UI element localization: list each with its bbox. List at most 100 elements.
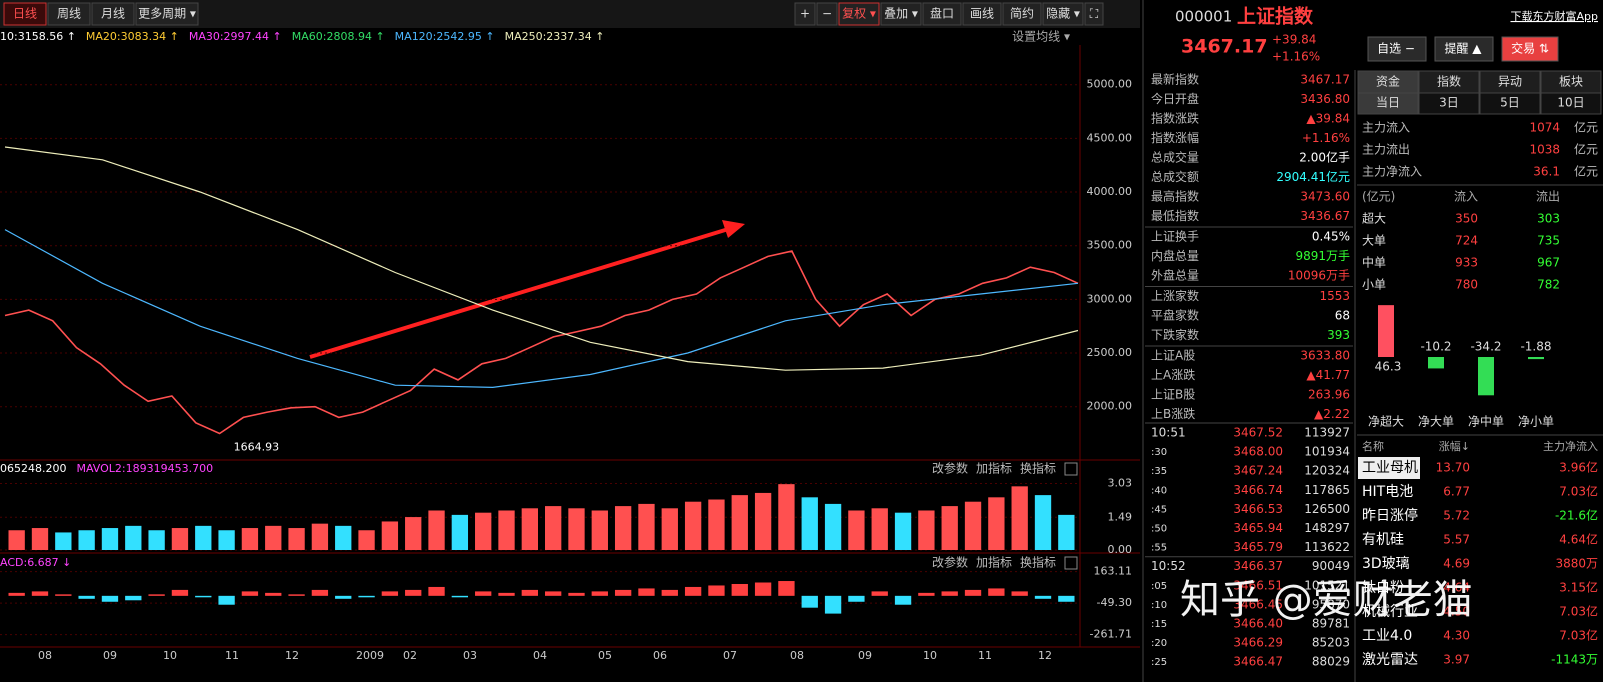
- quote-label: 上证换手: [1151, 230, 1199, 244]
- indicator-control[interactable]: 加指标: [976, 461, 1012, 476]
- period-tab-label[interactable]: 月线: [101, 7, 125, 21]
- indicator-control[interactable]: 换指标: [1020, 461, 1056, 476]
- tool-button[interactable]: [838, 2, 880, 26]
- action-button[interactable]: [1367, 36, 1427, 62]
- x-tick-label: 11: [978, 649, 992, 662]
- tick-price: 3465.79: [1233, 540, 1283, 554]
- tick-time: :20: [1151, 638, 1167, 649]
- sector-change: 4.50: [1443, 605, 1470, 619]
- tick-price: 3466.74: [1233, 483, 1283, 497]
- tool-button[interactable]: [922, 2, 962, 26]
- fund-tab-label[interactable]: 板块: [1559, 75, 1583, 89]
- tool-button[interactable]: [794, 2, 816, 26]
- action-button[interactable]: [1434, 36, 1494, 62]
- tick-price: 3468.00: [1233, 445, 1283, 459]
- price-change: +39.84: [1272, 33, 1316, 47]
- bar: [684, 501, 702, 550]
- period-tab-label[interactable]: 更多周期 ▾: [138, 7, 196, 21]
- y-tick-label: 3500.00: [1087, 239, 1133, 252]
- sector-name[interactable]: 激光雷达: [1362, 651, 1418, 668]
- tool-button-label[interactable]: 复权 ▾: [842, 7, 876, 21]
- period-tab-label[interactable]: 日线: [13, 7, 37, 21]
- flow-label: 主力流入: [1362, 121, 1410, 135]
- bar: [778, 581, 795, 596]
- period-tab[interactable]: [1418, 92, 1480, 115]
- sector-name[interactable]: 有机硅: [1362, 532, 1404, 548]
- period-tab[interactable]: [135, 2, 199, 26]
- tool-button-label[interactable]: 简约: [1010, 6, 1034, 21]
- period-tab[interactable]: [1357, 92, 1419, 115]
- period-tab-label[interactable]: 10日: [1557, 96, 1584, 110]
- low-annotation: 1664.93: [234, 441, 280, 454]
- quote-label: 上证B股: [1151, 388, 1195, 402]
- legend-entry: 10:3158.56 ↑: [0, 30, 76, 43]
- sector-name[interactable]: 工业母机: [1362, 460, 1418, 476]
- bar: [498, 510, 515, 550]
- period-tab[interactable]: [1479, 92, 1541, 115]
- tool-button[interactable]: [816, 2, 838, 26]
- indicator-control[interactable]: 改参数: [932, 555, 968, 570]
- tick-volume: 101521: [1304, 578, 1350, 592]
- tool-button-label[interactable]: +: [800, 7, 810, 21]
- sector-name[interactable]: HIT电池: [1362, 484, 1413, 500]
- bar: [941, 506, 958, 550]
- period-tab[interactable]: [91, 2, 135, 26]
- tool-button-label[interactable]: 盘口: [930, 6, 954, 21]
- x-tick-label: 03: [463, 649, 477, 662]
- tool-button-label[interactable]: 隐藏 ▾: [1046, 7, 1080, 21]
- action-button[interactable]: [1501, 36, 1559, 62]
- period-tab[interactable]: [1540, 92, 1602, 115]
- bar: [1011, 486, 1028, 550]
- period-tab-label[interactable]: 当日: [1376, 96, 1400, 110]
- period-tab[interactable]: [47, 2, 91, 26]
- x-tick-label: 09: [103, 649, 117, 662]
- net-category: 净小单: [1518, 415, 1554, 429]
- action-button-label[interactable]: 提醒 ▲: [1444, 41, 1482, 56]
- indicator-control[interactable]: 加指标: [976, 555, 1012, 570]
- close-box[interactable]: [1064, 462, 1078, 476]
- tool-button-label[interactable]: 画线: [970, 7, 994, 21]
- tool-button[interactable]: [880, 2, 922, 26]
- quote-value: ▲41.77: [1306, 368, 1350, 382]
- sector-name[interactable]: 工业4.0: [1362, 628, 1412, 644]
- fund-tab-label[interactable]: 指数: [1437, 74, 1461, 89]
- sector-name[interactable]: 昨日涨停: [1362, 507, 1418, 524]
- period-tab-label[interactable]: 周线: [57, 7, 81, 21]
- fund-tab-label[interactable]: 资金: [1376, 74, 1400, 89]
- tool-button-label[interactable]: 叠加 ▾: [884, 7, 918, 21]
- sector-flow: 7.03亿: [1559, 628, 1598, 643]
- quote-value: 1553: [1319, 289, 1350, 303]
- tool-button[interactable]: [1042, 2, 1084, 26]
- x-tick-label: 10: [163, 649, 177, 662]
- sector-name[interactable]: 钛白粉: [1362, 580, 1404, 596]
- close-box[interactable]: [1064, 556, 1078, 570]
- tool-button-label[interactable]: ⛶: [1089, 7, 1099, 21]
- legend-entry: ACD:6.687 ↓: [0, 556, 71, 569]
- fund-tab-label[interactable]: 异动: [1498, 75, 1522, 89]
- x-tick-label: 11: [225, 649, 239, 662]
- tick-time: :30: [1151, 447, 1167, 458]
- download-link[interactable]: 下载东方财富App: [1511, 9, 1599, 23]
- indicator-control[interactable]: 改参数: [932, 461, 968, 476]
- bar: [591, 510, 608, 550]
- tool-button[interactable]: [1084, 2, 1104, 26]
- period-tab-label[interactable]: 5日: [1500, 96, 1520, 110]
- x-tick-label: 08: [790, 649, 804, 662]
- sector-name[interactable]: 机械行业: [1362, 604, 1418, 620]
- bar: [148, 594, 165, 596]
- sector-name[interactable]: 3D玻璃: [1362, 555, 1410, 572]
- sector-header: 名称: [1362, 439, 1384, 453]
- settings-label[interactable]: 设置均线 ▾: [1012, 30, 1070, 44]
- tool-button-label[interactable]: −: [822, 7, 832, 21]
- sector-change: 4.30: [1443, 629, 1470, 643]
- period-tab[interactable]: [3, 2, 47, 26]
- quote-label: 指数涨跌: [1151, 111, 1199, 126]
- tool-button[interactable]: [962, 2, 1002, 26]
- bar: [1034, 595, 1052, 599]
- indicator-control[interactable]: 换指标: [1020, 555, 1056, 570]
- tool-button[interactable]: [1002, 2, 1042, 26]
- period-tab-label[interactable]: 3日: [1439, 96, 1459, 110]
- action-button-label[interactable]: 自选 −: [1377, 42, 1415, 56]
- action-button-label[interactable]: 交易 ⇅: [1511, 41, 1549, 56]
- quote-label: 上证A股: [1151, 349, 1195, 363]
